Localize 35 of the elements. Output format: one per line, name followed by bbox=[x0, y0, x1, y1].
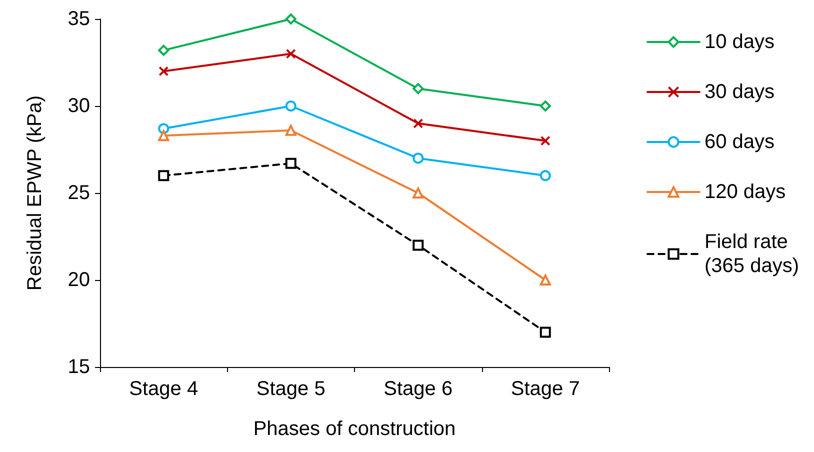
y-axis-title: Residual EPWP (kPa) bbox=[24, 95, 46, 291]
point bbox=[413, 118, 424, 128]
point bbox=[285, 14, 296, 24]
legend-label: 120 days bbox=[704, 181, 786, 203]
point bbox=[285, 158, 296, 169]
point bbox=[158, 66, 169, 76]
point bbox=[286, 48, 296, 59]
point bbox=[158, 130, 170, 142]
point bbox=[412, 188, 424, 198]
point bbox=[540, 170, 551, 182]
y-tick-label: 30 bbox=[68, 95, 90, 117]
y-tick-label: 25 bbox=[68, 182, 90, 204]
point bbox=[285, 100, 296, 112]
point bbox=[285, 124, 296, 136]
x-tick-label: Stage 6 bbox=[384, 378, 453, 400]
x-tick-label: Stage 5 bbox=[256, 378, 326, 400]
point bbox=[158, 44, 170, 56]
point bbox=[540, 326, 551, 338]
legend-label: Field rate (365 days) bbox=[704, 231, 800, 277]
y-tick-label: 35 bbox=[68, 8, 90, 30]
y-tick-label: 15 bbox=[68, 356, 90, 378]
x-tick-label: Stage 7 bbox=[510, 378, 580, 400]
point bbox=[540, 100, 551, 112]
y-tick-label: 20 bbox=[68, 269, 90, 291]
point bbox=[412, 152, 424, 164]
x-tick-label: Stage 4 bbox=[129, 378, 198, 400]
point bbox=[158, 170, 170, 182]
point bbox=[412, 83, 424, 94]
point bbox=[412, 240, 424, 251]
legend-label: 10 days bbox=[704, 31, 775, 53]
point bbox=[540, 136, 550, 146]
x-axis-title: Phases of construction bbox=[253, 418, 456, 440]
point bbox=[540, 274, 551, 286]
legend-label: 30 days bbox=[704, 81, 775, 103]
legend-label: 60 days bbox=[704, 131, 775, 153]
